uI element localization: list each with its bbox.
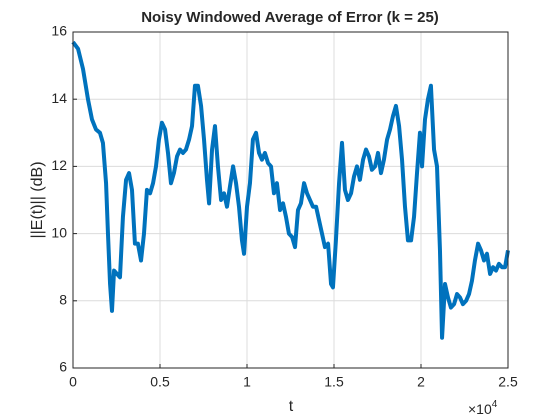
data-line <box>71 40 510 340</box>
y-tick-label: 16 <box>51 23 67 39</box>
x-axis-label: t <box>289 398 294 415</box>
x-multiplier-exponent: 4 <box>492 399 498 410</box>
x-multiplier: ×104 <box>468 399 498 417</box>
y-axis-label: ||E(t)|| (dB) <box>29 161 46 238</box>
axes-box <box>72 31 509 369</box>
x-multiplier-base: ×10 <box>468 401 492 417</box>
x-tick-label: 1.5 <box>324 374 344 390</box>
x-tick-label: 0 <box>69 374 77 390</box>
y-tick-label: 12 <box>51 157 67 173</box>
chart-title: Noisy Windowed Average of Error (k = 25) <box>141 9 439 26</box>
y-tick-label: 10 <box>51 224 67 240</box>
y-tick-label: 14 <box>51 90 67 106</box>
x-tick-label: 1 <box>243 374 251 390</box>
x-tick-label: 2.5 <box>498 374 518 390</box>
x-tick-label: 0.5 <box>150 374 170 390</box>
x-tick-label: 2 <box>417 374 425 390</box>
y-tick-label: 6 <box>59 359 67 375</box>
y-tick-label: 8 <box>59 292 67 308</box>
